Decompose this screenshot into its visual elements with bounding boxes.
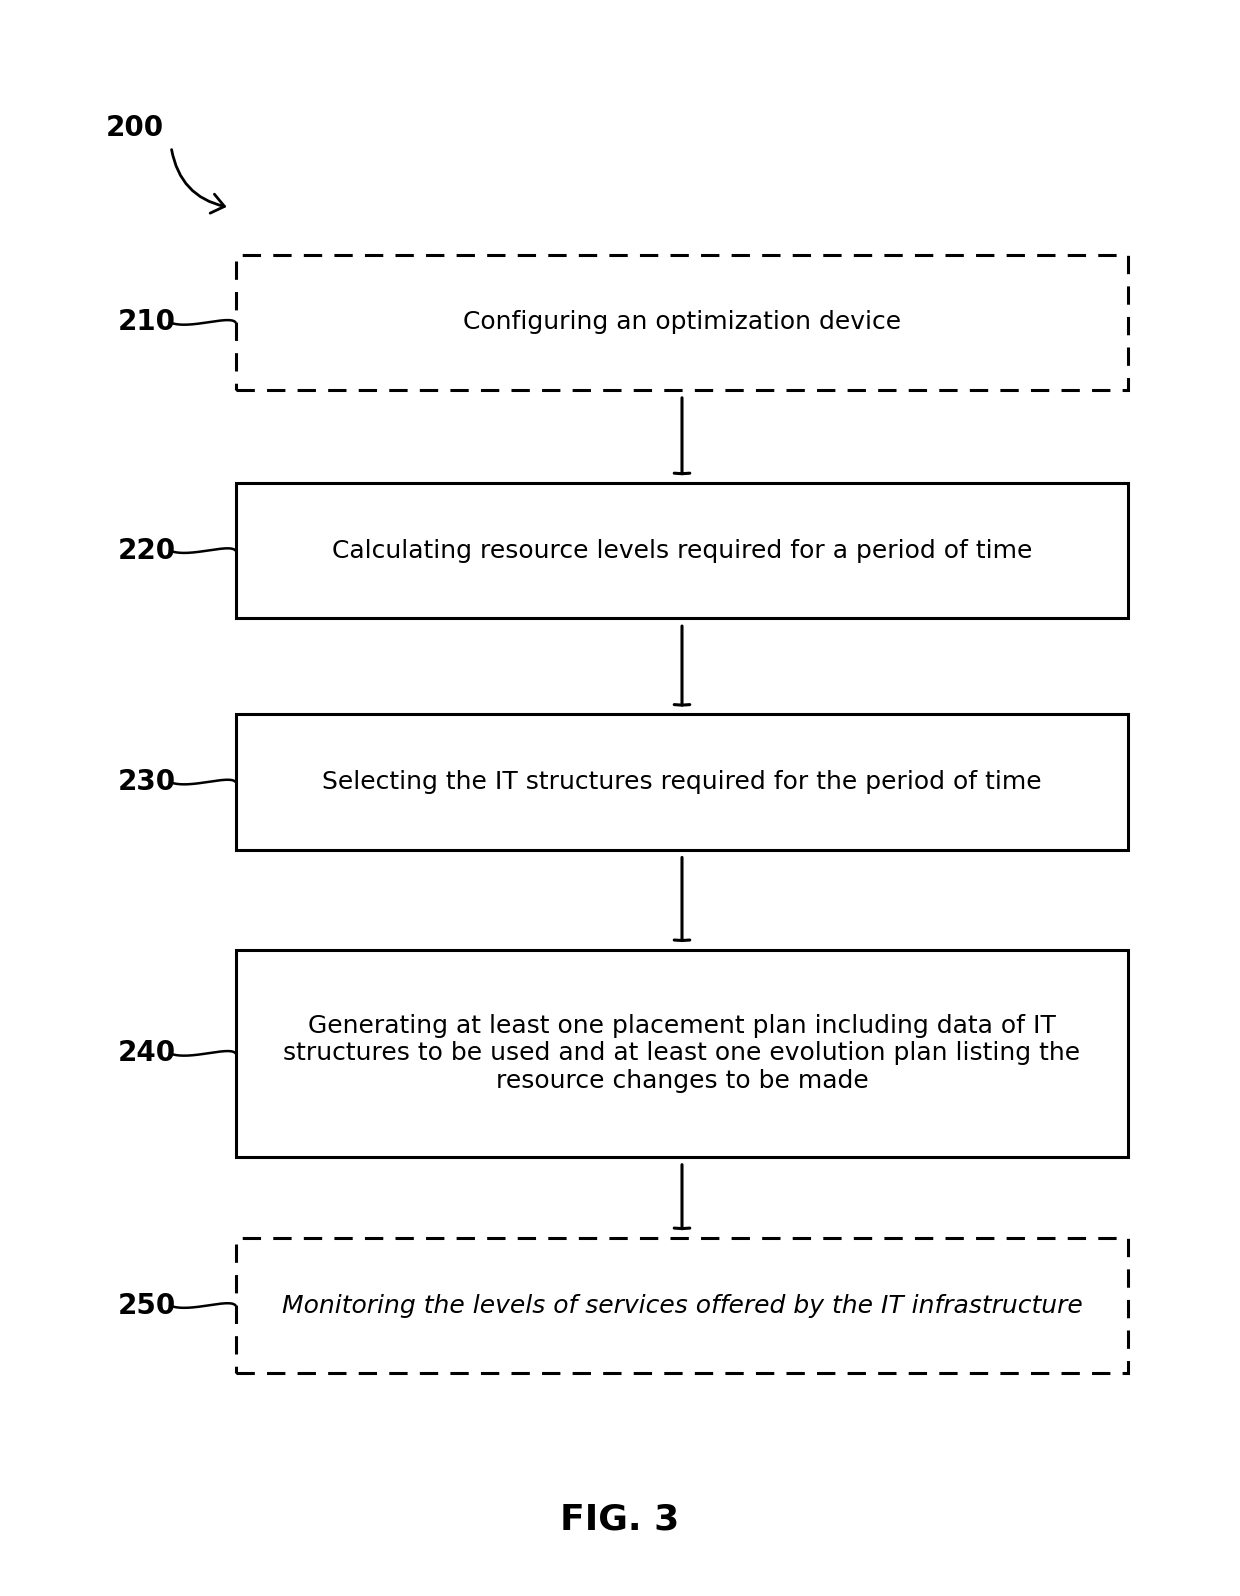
Bar	[236, 482, 1128, 618]
Text: Monitoring the levels of services offered by the IT infrastructure: Monitoring the levels of services offere…	[281, 1293, 1083, 1318]
Text: Selecting the IT structures required for the period of time: Selecting the IT structures required for…	[322, 769, 1042, 795]
Bar	[236, 715, 1128, 849]
Text: 240: 240	[118, 1039, 176, 1068]
Text: 220: 220	[118, 536, 176, 565]
Text: Generating at least one placement plan including data of IT
structures to be use: Generating at least one placement plan i…	[284, 1013, 1080, 1093]
Text: 230: 230	[118, 768, 176, 796]
Text: 250: 250	[118, 1291, 176, 1320]
Text: Calculating resource levels required for a period of time: Calculating resource levels required for…	[332, 538, 1032, 563]
Bar	[236, 1238, 1128, 1373]
Text: 210: 210	[118, 308, 176, 337]
Text: Configuring an optimization device: Configuring an optimization device	[463, 310, 901, 335]
Text: 200: 200	[105, 113, 164, 142]
FancyArrowPatch shape	[171, 150, 224, 214]
Text: FIG. 3: FIG. 3	[560, 1502, 680, 1537]
Bar	[236, 950, 1128, 1157]
Bar	[236, 255, 1128, 391]
